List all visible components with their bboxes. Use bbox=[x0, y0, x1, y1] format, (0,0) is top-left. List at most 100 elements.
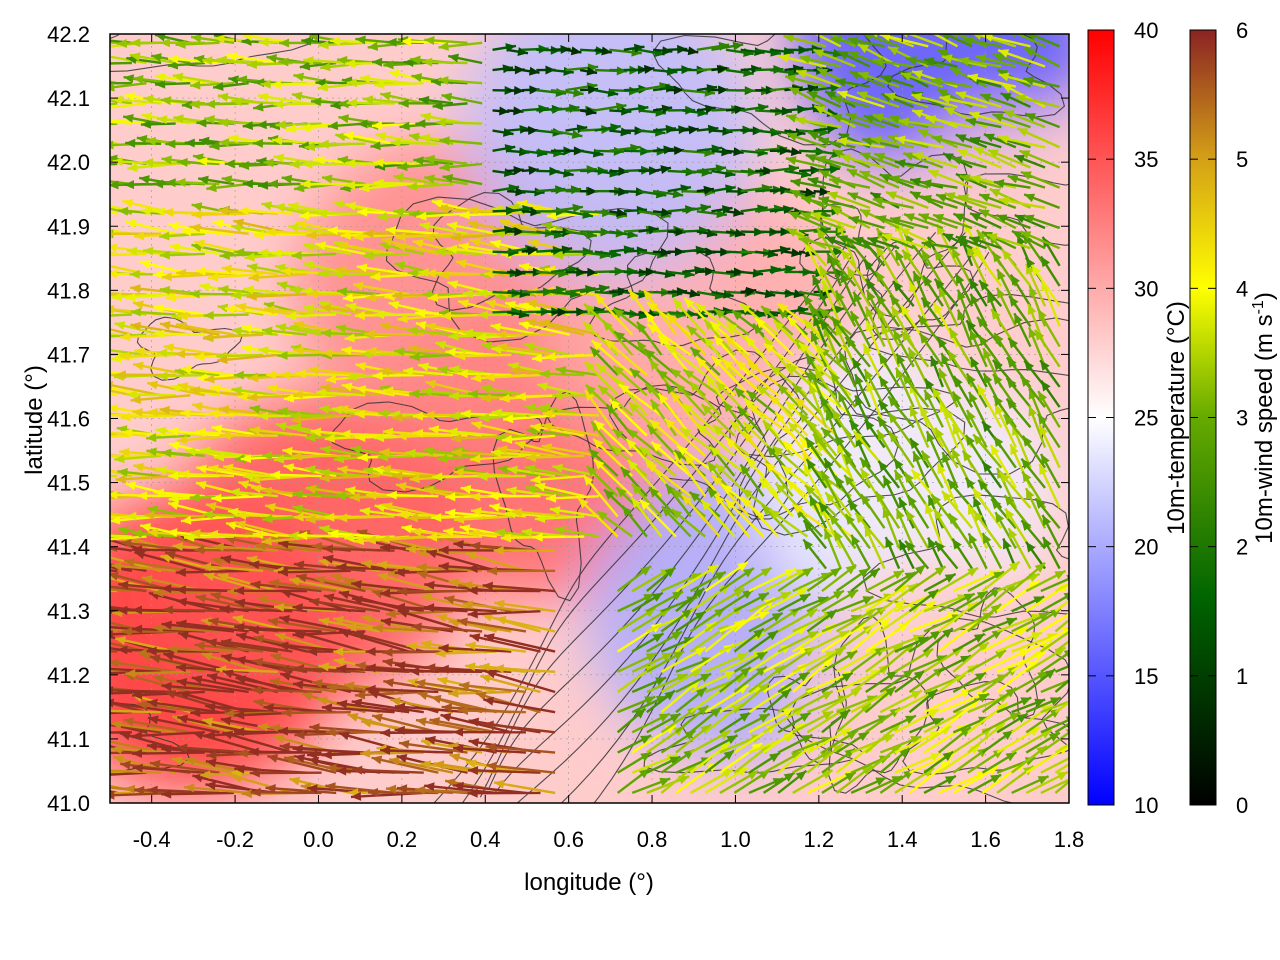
wind-vector bbox=[110, 669, 132, 673]
wind-vector bbox=[110, 102, 147, 109]
wind-vector bbox=[453, 744, 526, 754]
wind-vector bbox=[713, 493, 750, 538]
wind-vector bbox=[279, 614, 352, 633]
wind-vector bbox=[249, 768, 322, 778]
wind-vector bbox=[745, 456, 780, 497]
wind-vector bbox=[703, 336, 736, 376]
wind-vector bbox=[521, 527, 570, 538]
wind-vector bbox=[667, 85, 684, 95]
wind-vector bbox=[366, 346, 424, 357]
wind-vector bbox=[373, 158, 424, 168]
contour-line-8 bbox=[866, 239, 974, 340]
wind-vector bbox=[243, 285, 293, 296]
wind-vector bbox=[636, 321, 663, 356]
wind-vector bbox=[813, 83, 841, 93]
wind-vector bbox=[207, 272, 264, 282]
wind-vector bbox=[565, 247, 593, 257]
wind-vector bbox=[377, 572, 439, 593]
wind-vector bbox=[344, 180, 395, 190]
wind-vector bbox=[424, 154, 468, 166]
wind-vector bbox=[208, 464, 264, 478]
wind-vector bbox=[251, 685, 322, 695]
wind-vector bbox=[593, 419, 634, 457]
wind-vector bbox=[110, 769, 162, 774]
wind-vector bbox=[507, 465, 556, 478]
wind-vector bbox=[360, 748, 424, 758]
y-tick-label-11: 42.1 bbox=[47, 86, 90, 111]
wind-vector bbox=[279, 38, 322, 48]
wind-vector bbox=[292, 744, 366, 754]
wind-vector bbox=[295, 369, 351, 379]
y-tick-label-12: 42.2 bbox=[47, 22, 90, 47]
wind-vector bbox=[205, 99, 249, 109]
wind-vector bbox=[507, 86, 525, 96]
wind-vector bbox=[740, 286, 757, 296]
wind-vector bbox=[234, 586, 308, 596]
wind-vector bbox=[318, 139, 366, 149]
wind-vector bbox=[122, 428, 176, 438]
wind-vector bbox=[175, 567, 249, 577]
wind-vector bbox=[248, 747, 322, 757]
wind-vector bbox=[465, 641, 527, 653]
wind-vector bbox=[110, 667, 162, 673]
wind-vector bbox=[336, 287, 381, 297]
plot-area bbox=[110, 34, 1069, 803]
wind-vector bbox=[503, 414, 556, 424]
wind-vector bbox=[667, 146, 685, 156]
y-tick-label-7: 41.7 bbox=[47, 342, 90, 367]
wind-vector bbox=[175, 321, 235, 336]
wind-vector bbox=[380, 746, 453, 756]
wind-vector bbox=[190, 34, 235, 45]
wind-vector bbox=[234, 598, 308, 613]
wind-vector bbox=[202, 717, 264, 734]
wind-vector bbox=[305, 433, 351, 442]
wind-vector bbox=[667, 247, 686, 257]
wind-vector bbox=[424, 782, 497, 795]
wind-vector bbox=[507, 106, 524, 116]
wind-vector bbox=[713, 334, 750, 376]
wind-vector bbox=[393, 173, 439, 186]
wind-vector bbox=[367, 41, 410, 51]
wind-vector bbox=[110, 118, 147, 125]
wind-vector bbox=[323, 593, 395, 613]
wind-vector bbox=[185, 447, 235, 458]
wind-vector bbox=[421, 387, 468, 397]
wind-vector bbox=[652, 165, 672, 174]
wind-vector bbox=[459, 210, 512, 220]
x-tick-label-10: 1.6 bbox=[970, 827, 1001, 852]
wind-vector bbox=[813, 187, 830, 197]
wind-vector bbox=[518, 320, 570, 336]
wind-vector bbox=[432, 101, 468, 111]
wind-vector bbox=[292, 629, 366, 639]
wind-vector bbox=[620, 466, 648, 497]
wind-vector bbox=[416, 562, 483, 573]
wind-vector bbox=[275, 120, 322, 130]
y-tick-label-4: 41.4 bbox=[47, 535, 90, 560]
wind-vector bbox=[322, 544, 395, 554]
wind-vector bbox=[754, 317, 794, 356]
wind-vector bbox=[439, 136, 483, 146]
wind-vector bbox=[222, 463, 279, 478]
wind-vector bbox=[235, 632, 308, 653]
wind-vector bbox=[194, 545, 264, 555]
wind-vector bbox=[457, 617, 527, 633]
wind-vector bbox=[380, 465, 439, 478]
wind-vector bbox=[713, 308, 750, 336]
wind-vector bbox=[480, 674, 541, 694]
wind-vector bbox=[609, 208, 627, 218]
wind-vector bbox=[317, 81, 366, 92]
wind-vector bbox=[338, 629, 410, 653]
wind-vector bbox=[492, 64, 514, 74]
wind-vector bbox=[507, 268, 526, 278]
wind-vector bbox=[189, 289, 235, 299]
wind-vector bbox=[385, 225, 439, 235]
wind-vector bbox=[471, 420, 527, 437]
wind-vector bbox=[114, 636, 176, 653]
wind-vector bbox=[118, 447, 176, 458]
wind-vector bbox=[546, 211, 599, 221]
wind-vector bbox=[613, 330, 648, 356]
wind-vector bbox=[168, 427, 220, 437]
wind-vector bbox=[286, 311, 337, 321]
wind-vector bbox=[274, 203, 322, 215]
wind-vector bbox=[711, 64, 728, 74]
